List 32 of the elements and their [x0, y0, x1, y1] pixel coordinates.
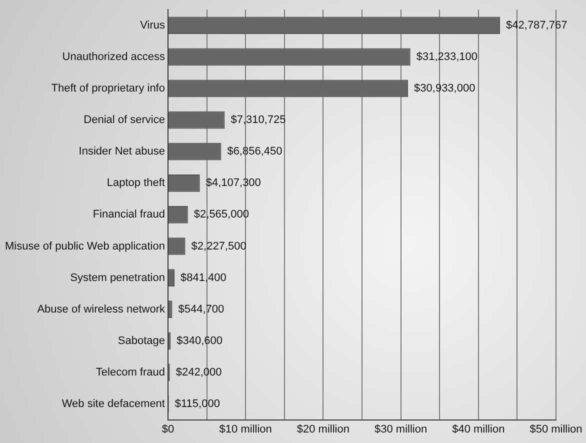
- y-tick-label: Insider Net abuse: [78, 146, 165, 158]
- y-tick-label: Laptop theft: [106, 177, 165, 190]
- x-tick-label: $10 million: [219, 423, 272, 436]
- x-tick-label: $40 million: [452, 423, 505, 436]
- data-label: $6,856,450: [227, 146, 282, 158]
- y-tick-label: Theft of proprietary info: [51, 82, 165, 95]
- data-label: $115,000: [174, 398, 220, 410]
- x-tick-label: $30 million: [374, 423, 428, 436]
- data-label: $42,787,767: [506, 19, 568, 32]
- y-tick-label: Abuse of wireless network: [37, 303, 166, 316]
- y-tick-label: Misuse of public Web application: [4, 240, 165, 252]
- data-label: $841,400: [180, 272, 226, 284]
- x-tick-label: $0: [162, 423, 174, 436]
- data-label: $242,000: [176, 366, 222, 378]
- y-tick-label: Unauthorized access: [62, 50, 166, 63]
- data-label: $544,700: [178, 303, 224, 316]
- data-label: $2,227,500: [191, 240, 246, 252]
- x-tick-label: $50 million: [530, 423, 582, 436]
- data-label: $30,933,000: [414, 82, 476, 95]
- data-label: $4,107,300: [206, 177, 261, 190]
- data-label: $2,565,000: [194, 208, 249, 221]
- data-label: $340,600: [176, 334, 223, 347]
- y-tick-label: Telecom fraud: [96, 366, 165, 378]
- y-tick-label: Virus: [140, 19, 166, 32]
- y-tick-label: Sabotage: [118, 334, 165, 347]
- y-tick-label: Denial of service: [84, 114, 165, 126]
- y-tick-label: System penetration: [70, 272, 165, 284]
- x-tick-label: $20 million: [296, 423, 350, 436]
- data-label: $7,310,725: [230, 114, 286, 126]
- y-tick-label: Financial fraud: [92, 208, 165, 221]
- data-label: $31,233,100: [416, 50, 478, 63]
- y-tick-label: Web site defacement: [62, 398, 165, 410]
